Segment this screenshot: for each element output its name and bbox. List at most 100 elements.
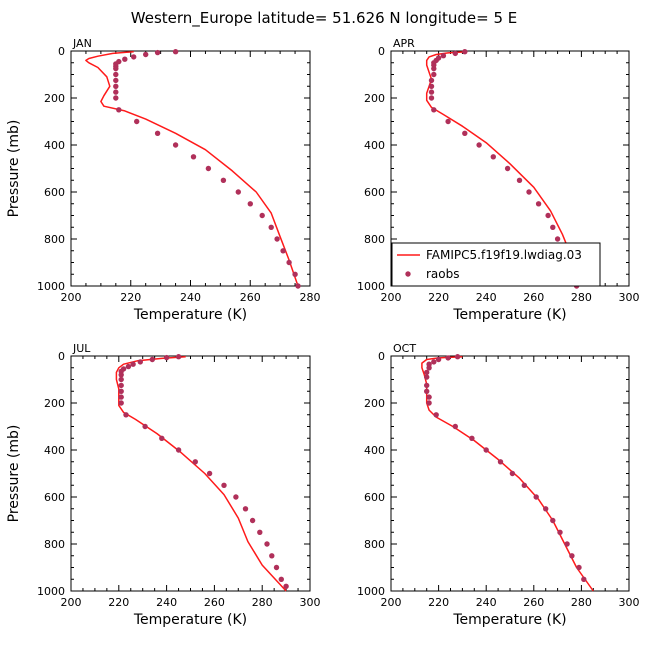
panel-month-label: JAN [72, 37, 92, 50]
panel-jan: 200 220 240 260 280 0 200 400 600 800 1000 Temperat… [6, 37, 321, 323]
raobs-point [269, 553, 275, 559]
raobs-point [134, 118, 140, 125]
raobs-point [118, 382, 124, 389]
raobs-point [521, 482, 527, 488]
y-tick-label: 0 [378, 45, 385, 58]
y-tick-label: 1000 [357, 280, 385, 293]
raobs-point [118, 400, 124, 406]
raobs-point [424, 374, 430, 380]
raobs-point [259, 212, 265, 219]
x-axis-label: Temperature (K) [452, 612, 566, 628]
raobs-point [149, 356, 155, 363]
raobs-point [113, 83, 119, 90]
raobs-point [118, 394, 124, 400]
raobs-point [428, 77, 435, 84]
raobs-point [278, 576, 284, 582]
raobs-point [163, 354, 170, 361]
raobs-point [159, 435, 165, 441]
raobs-point [535, 201, 542, 207]
raobs-point [283, 583, 289, 589]
raobs-point [545, 212, 551, 219]
raobs-point [242, 506, 249, 512]
raobs-point [192, 459, 198, 465]
raobs-point [497, 459, 504, 465]
y-tick-label: 1000 [357, 585, 385, 598]
raobs-point [125, 363, 132, 370]
y-tick-label: 200 [364, 92, 385, 105]
raobs-point [205, 165, 212, 172]
raobs-point [113, 89, 119, 95]
x-tick-label: 260 [523, 291, 544, 304]
raobs-point [247, 201, 253, 207]
raobs-point [428, 89, 435, 95]
legend-obs-label: raobs [426, 267, 460, 281]
raobs-point [137, 359, 143, 365]
raobs-point [113, 65, 119, 72]
x-tick-label: 200 [61, 596, 82, 609]
raobs-point [249, 517, 256, 524]
raobs-point [452, 50, 458, 57]
y-tick-label: 600 [364, 491, 385, 504]
x-tick-label: 280 [252, 596, 273, 609]
y-tick-label: 200 [44, 92, 65, 105]
y-tick-label: 200 [364, 397, 385, 410]
plot-frame [70, 50, 311, 287]
x-tick-label: 280 [571, 596, 592, 609]
raobs-point [533, 494, 539, 500]
raobs-point [122, 56, 128, 62]
raobs-point [445, 118, 451, 125]
raobs-point [440, 53, 447, 59]
x-tick-label: 200 [381, 291, 402, 304]
raobs-point [516, 177, 523, 183]
panel-jul: 200 220 240 260 280 300 0 200 400 600 800 1000 Tempe… [6, 342, 321, 628]
raobs-point [154, 130, 161, 136]
y-tick-label: 800 [44, 538, 65, 551]
x-tick-label: 260 [204, 596, 225, 609]
raobs-point [509, 470, 516, 477]
model-profile-line [115, 355, 287, 592]
raobs-point [550, 224, 556, 230]
raobs-point [428, 95, 435, 101]
raobs-point [462, 130, 468, 136]
raobs-point [286, 259, 292, 266]
raobs-point [483, 447, 489, 453]
y-tick-label: 600 [44, 186, 65, 199]
x-tick-label: 240 [476, 596, 497, 609]
x-tick-label: 300 [619, 596, 640, 609]
raobs-point [490, 154, 496, 160]
raobs-point [116, 107, 122, 113]
raobs-point [550, 517, 556, 524]
y-tick-label: 400 [364, 444, 385, 457]
x-tick-label: 220 [428, 291, 449, 304]
raobs-point [273, 564, 280, 571]
raobs-point [576, 564, 582, 571]
y-tick-label: 0 [58, 45, 65, 58]
y-tick-label: 400 [364, 139, 385, 152]
x-tick-label: 240 [476, 291, 497, 304]
figure-title: Western_Europe latitude= 51.626 N longit… [131, 9, 517, 28]
x-tick-label: 220 [108, 596, 129, 609]
raobs-point [569, 553, 575, 559]
x-tick-label: 200 [381, 596, 402, 609]
legend-box [391, 242, 601, 287]
model-profile-line [425, 50, 585, 287]
y-tick-label: 800 [44, 233, 65, 246]
raobs-point [221, 482, 227, 488]
raobs-point [431, 65, 437, 72]
legend-point-swatch [405, 271, 411, 277]
x-tick-label: 240 [156, 596, 177, 609]
raobs-point [257, 529, 263, 535]
raobs-point [445, 355, 451, 361]
x-tick-label: 200 [61, 291, 82, 304]
y-tick-label: 0 [378, 350, 385, 363]
raobs-point [426, 400, 432, 406]
raobs-point [280, 248, 286, 254]
x-tick-label: 300 [300, 596, 321, 609]
raobs-point [295, 283, 301, 289]
raobs-point [543, 506, 549, 512]
y-tick-label: 1000 [37, 280, 65, 293]
raobs-point [264, 541, 270, 547]
raobs-point [557, 529, 563, 535]
x-tick-label: 260 [240, 291, 261, 304]
panel-oct: 200 220 240 260 280 300 0 200 400 600 800 1000 Tempe… [357, 342, 640, 628]
